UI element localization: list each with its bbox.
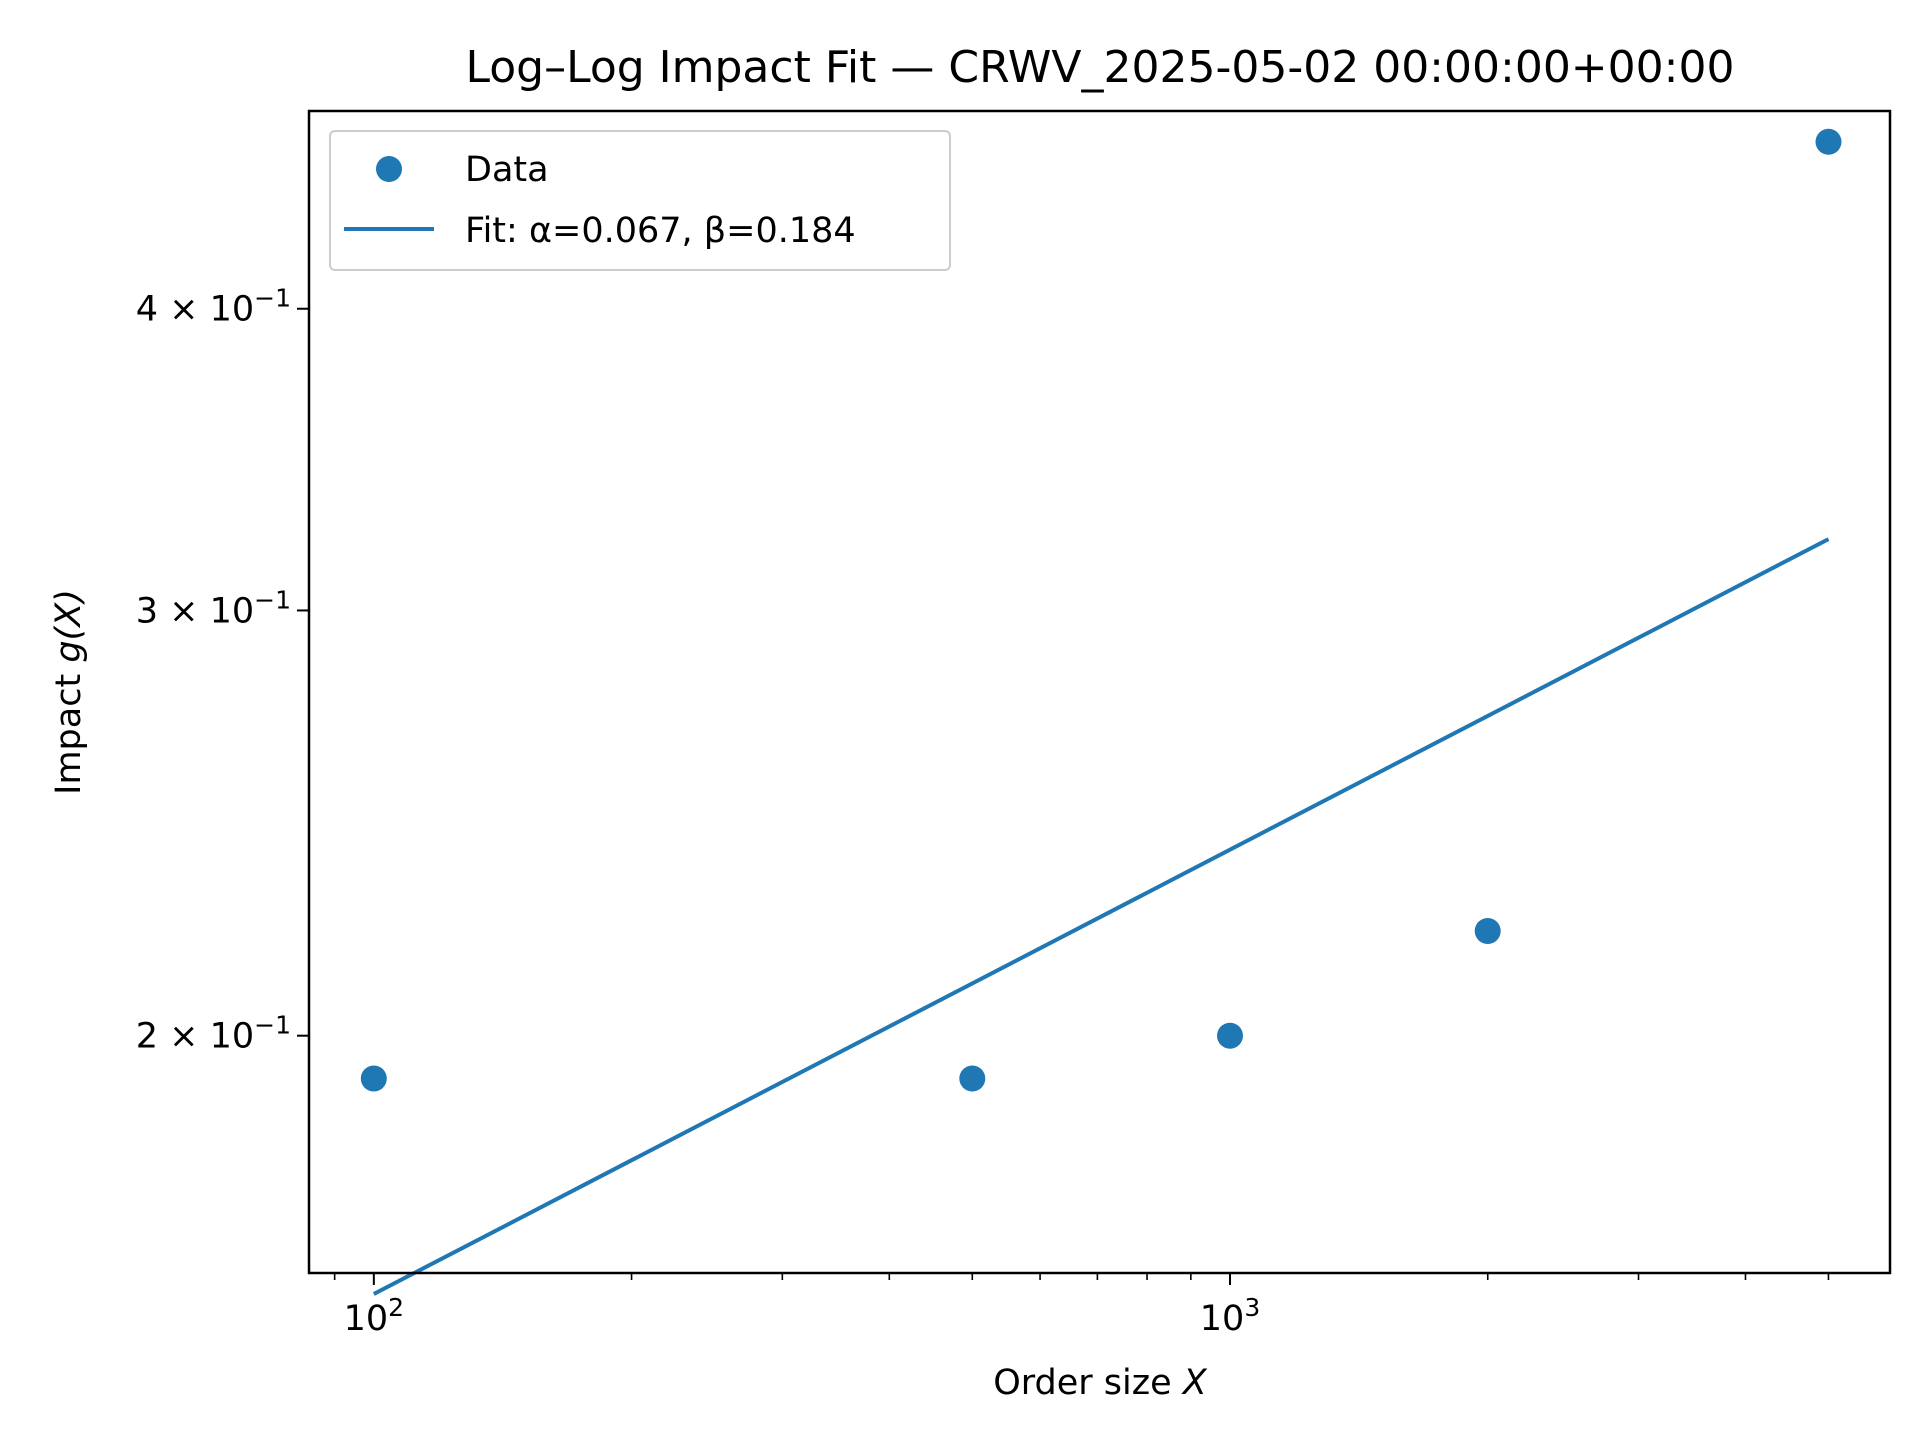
plot-area xyxy=(360,128,1842,1296)
x-axis-label: Order size X xyxy=(993,1363,1208,1403)
y-axis-label: Impact g(X) xyxy=(49,589,89,795)
plot-frame xyxy=(307,109,1892,1275)
legend-label-fit: Fit: α=0.067, β=0.184 xyxy=(465,211,856,251)
legend-marker-data xyxy=(376,156,402,182)
x-tick-label: 103 xyxy=(1200,1293,1260,1339)
data-point xyxy=(1815,128,1842,155)
x-tick-label: 102 xyxy=(344,1293,404,1339)
fit-line xyxy=(372,537,1830,1296)
y-tick-label: 2 × 10−1 xyxy=(136,1011,291,1057)
y-tick-label: 3 × 10−1 xyxy=(136,585,291,631)
x-axis: 102 103 xyxy=(333,1273,1830,1339)
y-axis: 2 × 10−1 3 × 10−1 4 × 10−1 xyxy=(136,284,309,1057)
y-tick-label: 4 × 10−1 xyxy=(136,284,291,330)
chart-title: Log–Log Impact Fit — CRWV_2025-05-02 00:… xyxy=(466,42,1735,93)
legend: Data Fit: α=0.067, β=0.184 xyxy=(329,130,951,271)
data-point xyxy=(959,1065,986,1092)
data-point xyxy=(1474,918,1501,944)
data-point xyxy=(1217,1022,1243,1049)
data-point xyxy=(360,1065,387,1092)
legend-box xyxy=(329,130,951,271)
legend-label-data: Data xyxy=(465,150,549,190)
